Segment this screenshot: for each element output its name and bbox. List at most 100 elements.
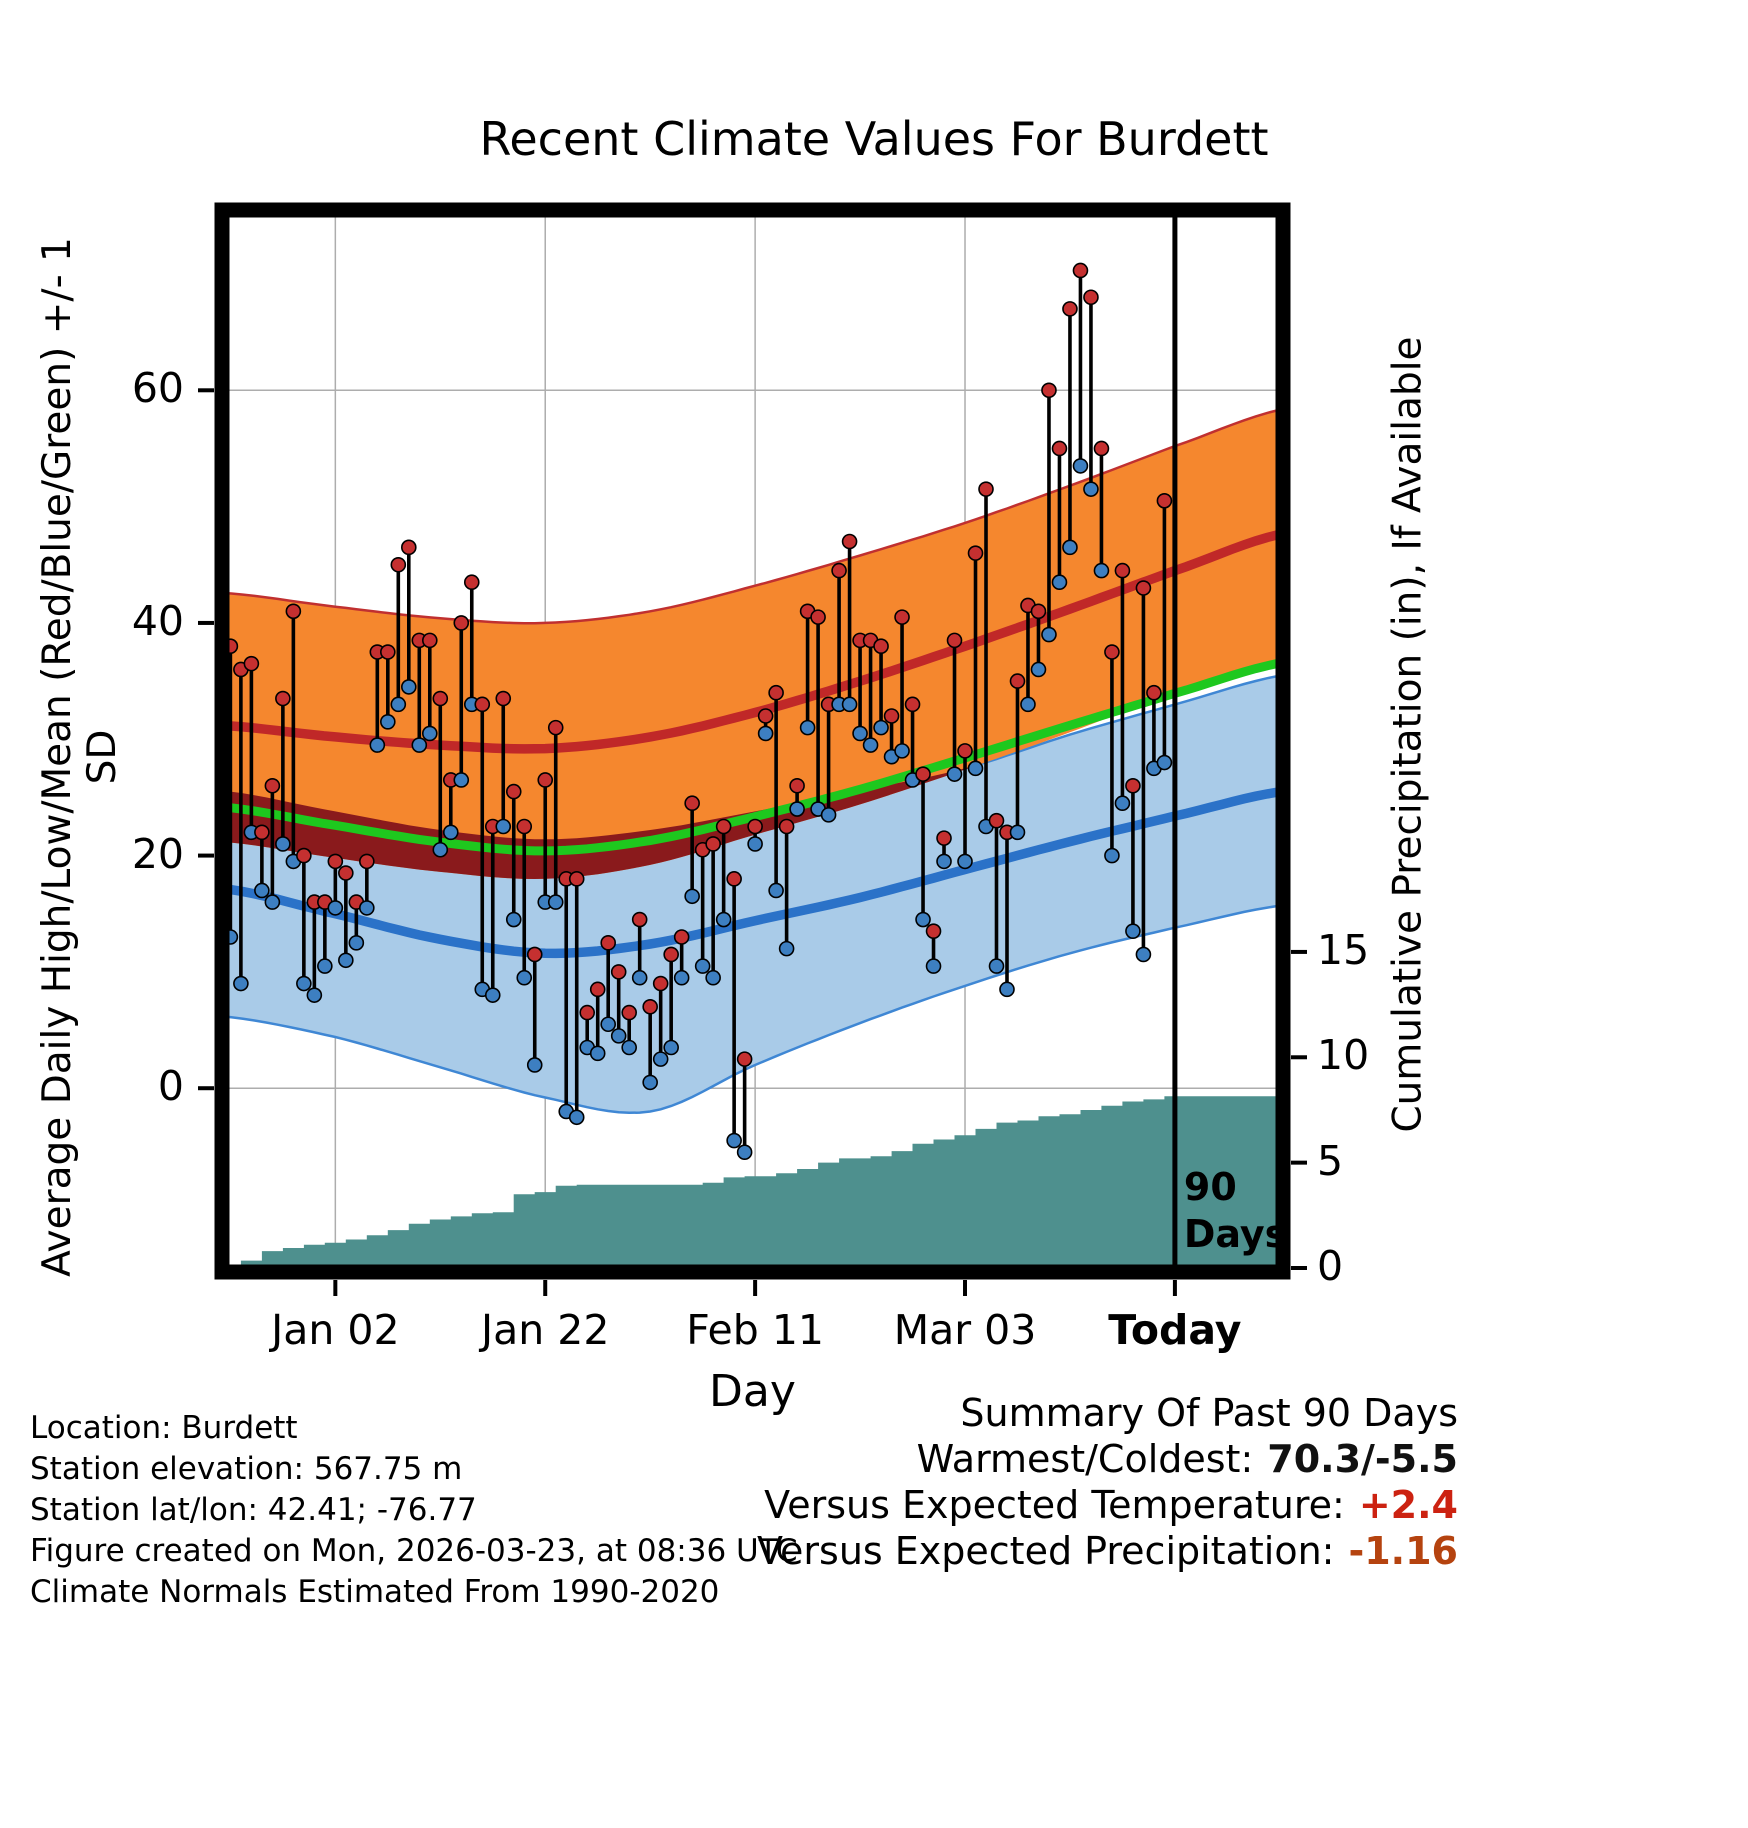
low-band-bottom-edge <box>222 904 1283 1115</box>
high-mean-line <box>222 528 1283 754</box>
x-tick-label: Today <box>1108 1306 1242 1354</box>
daily-high-dot <box>715 818 732 835</box>
daily-low-dot <box>642 1074 658 1091</box>
daily-high-dot <box>1125 777 1141 794</box>
daily-high-dot <box>600 935 616 951</box>
daily-low-dot <box>1020 696 1036 713</box>
daily-low-dot <box>862 737 879 753</box>
daily-high-dot <box>537 772 554 788</box>
daily-high-dot <box>516 818 533 835</box>
daily-low-dot <box>254 882 270 899</box>
daily-low-dot <box>432 841 449 858</box>
daily-low-dot <box>1051 574 1068 591</box>
daily-high-dot <box>547 719 564 736</box>
daily-low-dot <box>275 836 291 852</box>
daily-low-dot <box>684 888 700 905</box>
x-axis-label: Day <box>709 1366 796 1417</box>
daily-low-dot <box>338 952 354 969</box>
daily-low-dot <box>600 1016 616 1033</box>
station-latlon: Station lat/lon: 42.41; -76.77 <box>30 1492 477 1528</box>
summary-precip-anomaly: Versus Expected Precipitation: -1.16 <box>757 1528 1458 1574</box>
daily-high-dot <box>705 836 721 852</box>
ninety-day-label: Days <box>1184 1212 1287 1256</box>
daily-high-dot <box>894 609 910 625</box>
daily-low-dot <box>505 911 522 928</box>
daily-low-dot <box>296 975 312 992</box>
chart-title: Recent Climate Values For Burdett <box>479 112 1269 166</box>
high-temp-band <box>222 409 1283 879</box>
y-right-tick-label: 15 <box>1317 925 1370 974</box>
daily-low-dot <box>652 1051 669 1067</box>
daily-high-dot <box>663 946 679 963</box>
daily-high-dot <box>621 1004 637 1021</box>
daily-low-dot <box>1030 661 1047 678</box>
daily-low-dot <box>526 1057 543 1073</box>
daily-high-dot <box>778 818 795 835</box>
daily-low-dot <box>873 719 889 736</box>
daily-high-dot <box>296 847 312 864</box>
daily-high-dot <box>390 556 407 573</box>
daily-low-dot <box>359 900 375 916</box>
daily-low-dot <box>233 975 249 992</box>
low-mean-line <box>222 786 1283 959</box>
daily-low-dot <box>957 853 973 870</box>
daily-high-dot <box>841 533 858 550</box>
daily-high-dot <box>1062 301 1078 317</box>
summary-warmest-coldest-label: Warmest/Coldest: <box>916 1437 1254 1481</box>
daily-high-dot <box>495 690 512 707</box>
daily-low-dot <box>663 1039 679 1056</box>
daily-low-dot <box>852 725 868 742</box>
daily-high-dot <box>1135 580 1152 596</box>
daily-low-dot <box>1062 539 1078 556</box>
daily-high-dot <box>967 545 984 561</box>
daily-high-dot <box>684 795 700 812</box>
summary-temp-anomaly: Versus Expected Temperature: +2.4 <box>757 1482 1458 1528</box>
high-band-top-edge <box>222 407 1283 625</box>
daily-high-dot <box>810 609 826 625</box>
daily-low-dot <box>841 696 858 713</box>
daily-high-dot <box>254 824 270 841</box>
station-elevation: Station elevation: 567.75 m <box>30 1451 463 1487</box>
daily-low-dot <box>894 743 910 759</box>
daily-high-dot <box>978 481 994 497</box>
daily-low-dot <box>264 894 281 910</box>
daily-low-dot <box>401 679 417 695</box>
daily-low-dot <box>936 853 952 870</box>
daily-high-dot <box>275 690 291 707</box>
daily-high-dot <box>610 964 627 980</box>
daily-high-dot <box>1051 440 1068 457</box>
daily-high-dot <box>726 871 742 887</box>
daily-low-dot <box>1009 824 1026 841</box>
daily-high-dot <box>579 1004 596 1021</box>
daily-high-dot <box>589 981 606 998</box>
daily-high-dot <box>505 783 522 800</box>
daily-low-dot <box>421 725 438 742</box>
daily-high-dot <box>1114 562 1131 579</box>
daily-low-dot <box>610 1028 627 1044</box>
daily-low-dot <box>1125 923 1141 939</box>
daily-low-dot <box>1104 847 1120 864</box>
daily-low-dot <box>1041 626 1057 643</box>
daily-high-dot <box>652 975 669 992</box>
daily-low-dot <box>799 719 816 736</box>
daily-high-dot <box>264 777 281 794</box>
daily-low-dot <box>317 958 333 974</box>
y-left-tick-label: 0 <box>157 1062 184 1111</box>
daily-low-dot <box>715 911 732 928</box>
daily-high-dot <box>1041 382 1057 399</box>
summary-warmest-coldest: Warmest/Coldest: 70.3/-5.5 <box>757 1436 1458 1482</box>
band-overlap-region <box>222 765 976 879</box>
daily-high-dot <box>421 632 438 649</box>
summary-temp-anomaly-value: +2.4 <box>1358 1483 1458 1527</box>
y-right-tick-label: 0 <box>1317 1241 1344 1290</box>
daily-high-dot <box>915 766 931 782</box>
daily-low-dot <box>327 900 344 916</box>
daily-low-dot <box>988 958 1005 974</box>
x-tick-label: Mar 03 <box>893 1306 1037 1354</box>
daily-low-dot <box>726 1132 742 1149</box>
daily-low-dot <box>1083 481 1099 497</box>
daily-low-dot <box>967 760 984 777</box>
daily-low-dot <box>736 1144 753 1160</box>
daily-mean-line <box>222 657 1283 856</box>
